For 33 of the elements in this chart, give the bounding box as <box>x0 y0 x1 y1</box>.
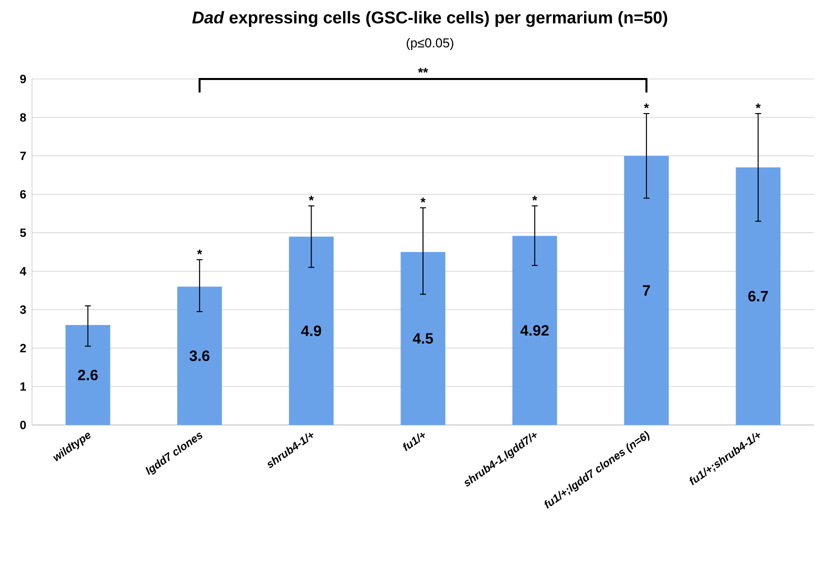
annotation: * <box>532 196 538 201</box>
bar <box>177 286 222 425</box>
y-tick-label: 5 <box>20 228 26 237</box>
data-label: 7 <box>642 285 650 296</box>
bar <box>66 325 110 425</box>
annotation: * <box>644 103 649 108</box>
bar <box>736 167 780 425</box>
y-tick-label: 3 <box>20 305 26 314</box>
y-tick-label: 8 <box>20 113 26 122</box>
bar <box>624 156 669 425</box>
data-label: 4.5 <box>412 333 433 344</box>
chart-subtitle: (p≤0.05) <box>406 38 454 50</box>
y-tick-label: 6 <box>20 190 26 199</box>
y-tick-label: 7 <box>20 152 26 160</box>
annotation: * <box>756 103 761 108</box>
text: ** <box>418 68 428 73</box>
data-label: 3.6 <box>190 350 210 362</box>
y-tick-label: 9 <box>20 74 26 84</box>
y-tick-label: 0 <box>20 420 26 430</box>
bar <box>288 236 334 425</box>
data-label: 4.92 <box>520 325 549 336</box>
bar <box>400 252 446 425</box>
annotation: * <box>308 196 314 201</box>
bar <box>512 236 558 425</box>
annotation: * <box>197 250 202 254</box>
y-tick-label: 4 <box>20 267 26 276</box>
chart-title: Dad expressing cells (GSC-like cells) per germarium (n=50) <box>192 11 668 27</box>
y-tick-label: 1 <box>20 382 26 391</box>
annotation: * <box>420 198 426 202</box>
data-label: 4.9 <box>301 326 322 336</box>
data-label: 2.6 <box>78 370 98 380</box>
data-label: 6.7 <box>748 290 768 302</box>
y-tick-label: 2 <box>20 344 26 352</box>
